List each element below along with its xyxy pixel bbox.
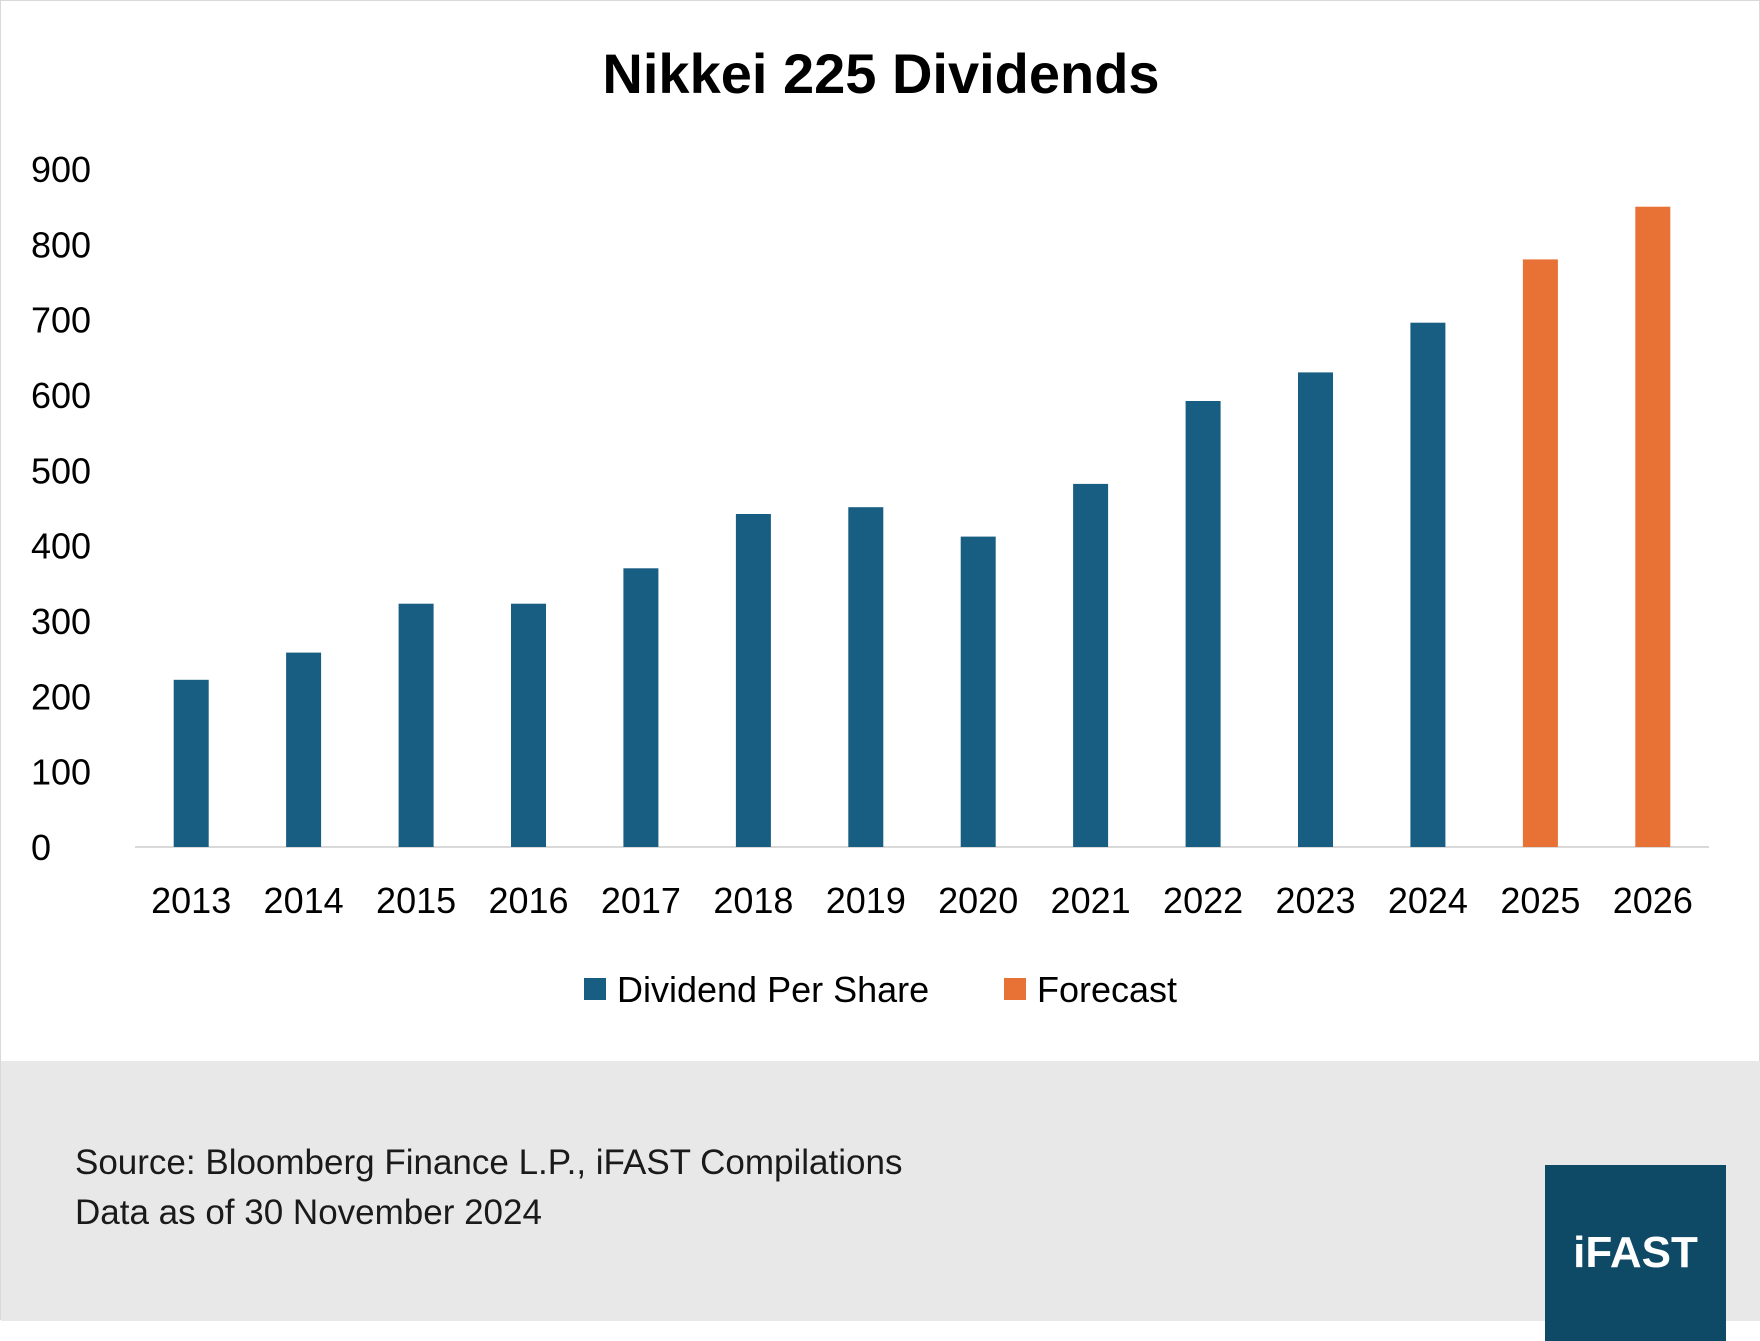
y-tick-label: 900 xyxy=(31,149,91,190)
y-tick-label: 500 xyxy=(31,450,91,491)
y-tick-label: 600 xyxy=(31,375,91,416)
chart-title: Nikkei 225 Dividends xyxy=(602,42,1159,105)
bar-dividend-2013 xyxy=(173,679,209,847)
ifast-logo: iFAST xyxy=(1545,1165,1726,1341)
y-tick-label: 400 xyxy=(31,526,91,567)
y-tick-label: 100 xyxy=(31,752,91,793)
x-tick-label: 2018 xyxy=(713,880,793,921)
x-tick-label: 2024 xyxy=(1388,880,1468,921)
x-tick-label: 2023 xyxy=(1275,880,1355,921)
x-tick-label: 2022 xyxy=(1163,880,1243,921)
y-tick-label: 0 xyxy=(31,827,51,868)
legend-swatch-forecast xyxy=(1004,978,1026,1000)
bar-dividend-2021 xyxy=(1073,483,1109,847)
chart: Nikkei 225 Dividends 0 100 200 300 400 500 600… xyxy=(31,42,1709,1010)
legend: Dividend Per Share Forecast xyxy=(584,969,1177,1010)
bar-dividend-2016 xyxy=(511,603,546,847)
bar-dividend-2020 xyxy=(960,536,996,847)
x-tick-label: 2016 xyxy=(488,880,568,921)
x-tick-label: 2020 xyxy=(938,880,1018,921)
bar-dividend-2019 xyxy=(848,507,884,847)
bar-dividend-2015 xyxy=(398,603,434,847)
bar-forecast-2025 xyxy=(1522,259,1558,847)
date-note: Data as of 30 November 2024 xyxy=(75,1193,542,1232)
bar-dividend-2022 xyxy=(1185,401,1221,847)
bar-dividend-2018 xyxy=(735,514,771,847)
footer: Source: Bloomberg Finance L.P., iFAST Co… xyxy=(1,1061,1760,1341)
x-tick-label: 2025 xyxy=(1500,880,1580,921)
y-tick-label: 200 xyxy=(31,676,91,717)
bar-forecast-2026 xyxy=(1635,206,1671,847)
legend-label-forecast: Forecast xyxy=(1037,969,1177,1010)
x-axis-ticks: 2013 2014 2015 2016 2017 2018 2019 2020 2021 2022… xyxy=(151,880,1693,921)
bar-dividend-2014 xyxy=(286,652,322,847)
bars xyxy=(173,206,1671,847)
x-tick-label: 2014 xyxy=(264,880,344,921)
y-axis-ticks: 0 100 200 300 400 500 600 700 800 900 xyxy=(31,149,91,868)
y-tick-label: 700 xyxy=(31,300,91,341)
x-tick-label: 2017 xyxy=(601,880,681,921)
logo-text: iFAST xyxy=(1573,1228,1698,1277)
y-tick-label: 300 xyxy=(31,601,91,642)
legend-label-dividend: Dividend Per Share xyxy=(617,969,929,1010)
x-tick-label: 2026 xyxy=(1613,880,1693,921)
y-tick-label: 800 xyxy=(31,224,91,265)
legend-swatch-dividend xyxy=(584,978,606,1000)
x-tick-label: 2013 xyxy=(151,880,231,921)
x-tick-label: 2019 xyxy=(826,880,906,921)
source-note: Source: Bloomberg Finance L.P., iFAST Co… xyxy=(75,1143,903,1182)
x-tick-label: 2015 xyxy=(376,880,456,921)
bar-dividend-2017 xyxy=(623,568,659,847)
bar-dividend-2023 xyxy=(1298,372,1333,847)
x-tick-label: 2021 xyxy=(1051,880,1131,921)
bar-dividend-2024 xyxy=(1410,322,1446,847)
